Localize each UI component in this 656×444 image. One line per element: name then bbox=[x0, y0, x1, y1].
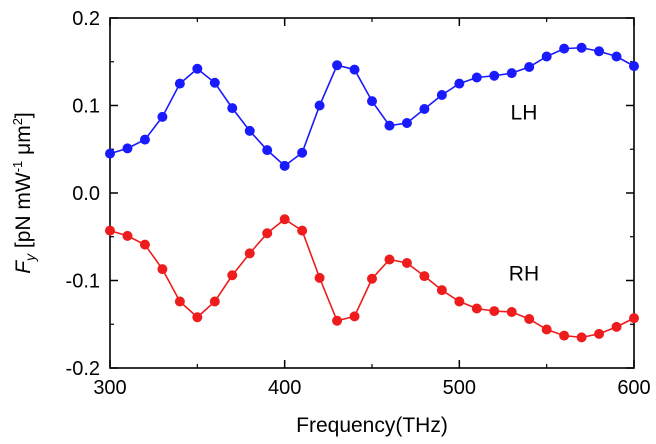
y-axis-exp2: 2 bbox=[10, 118, 25, 125]
data-point-lh bbox=[297, 147, 308, 158]
y-tick-label: 0.0 bbox=[72, 183, 100, 205]
x-axis-title: Frequency(THz) bbox=[296, 414, 448, 437]
x-tick-label-400: 400 bbox=[268, 377, 301, 399]
data-point-lh bbox=[506, 68, 517, 79]
data-point-lh bbox=[262, 145, 273, 156]
data-point-lh bbox=[419, 104, 430, 114]
data-point-rh bbox=[506, 307, 517, 317]
data-point-lh bbox=[314, 100, 325, 111]
data-point-rh bbox=[611, 321, 622, 332]
data-point-lh bbox=[367, 96, 377, 107]
data-point-rh bbox=[279, 214, 290, 225]
data-point-rh bbox=[419, 271, 430, 282]
data-point-lh bbox=[174, 78, 185, 89]
data-point-rh bbox=[384, 254, 395, 265]
tick-labels: 300 400 500 600 0.2 0.1 0.0 -0.1 -0.2 bbox=[66, 8, 651, 399]
y-tick-label: 0.1 bbox=[72, 96, 100, 118]
data-point-rh bbox=[594, 328, 605, 339]
y-axis-subscript: y bbox=[22, 253, 38, 262]
y-tick-label: -0.1 bbox=[66, 271, 100, 293]
data-point-lh bbox=[209, 77, 220, 88]
data-point-rh bbox=[489, 306, 500, 317]
series-lh: LH bbox=[105, 42, 639, 171]
data-point-lh bbox=[244, 125, 255, 136]
data-point-lh bbox=[436, 90, 447, 100]
series-label-rh: RH bbox=[509, 263, 539, 286]
data-point-rh bbox=[436, 285, 447, 296]
data-point-lh bbox=[384, 120, 395, 131]
y-axis-units-suffix: ] bbox=[12, 112, 35, 118]
x-tick-label-500: 500 bbox=[443, 377, 476, 399]
y-axis-symbol: F bbox=[12, 260, 35, 274]
data-point-lh bbox=[489, 70, 500, 81]
data-point-rh bbox=[192, 312, 203, 323]
y-axis-units-prefix: [pN mW bbox=[12, 172, 35, 254]
series-layer: LH RH bbox=[105, 42, 639, 343]
data-point-rh bbox=[105, 225, 115, 236]
data-point-lh bbox=[227, 103, 238, 114]
data-point-rh bbox=[524, 314, 535, 324]
data-point-rh bbox=[297, 225, 308, 236]
y-axis-exp1: -1 bbox=[10, 161, 25, 173]
data-point-lh bbox=[401, 118, 412, 128]
data-point-rh bbox=[629, 313, 639, 324]
data-point-lh bbox=[471, 72, 482, 83]
series-line-lh bbox=[109, 46, 635, 167]
data-point-rh bbox=[174, 296, 185, 307]
data-point-lh bbox=[629, 61, 639, 72]
series-rh: RH bbox=[105, 214, 639, 343]
data-point-lh bbox=[139, 134, 150, 145]
data-point-rh bbox=[401, 258, 412, 268]
data-point-rh bbox=[559, 330, 570, 341]
data-point-lh bbox=[332, 60, 343, 71]
data-point-rh bbox=[139, 239, 150, 250]
data-point-lh bbox=[192, 63, 203, 74]
x-tick-label-600: 600 bbox=[617, 377, 650, 399]
y-axis-units-mid: μm bbox=[12, 125, 35, 160]
x-tick-label-300: 300 bbox=[93, 377, 126, 399]
data-point-rh bbox=[367, 273, 377, 284]
data-point-lh bbox=[157, 111, 168, 122]
data-point-lh bbox=[349, 64, 360, 75]
data-point-rh bbox=[262, 228, 273, 239]
data-point-rh bbox=[576, 332, 587, 343]
axis-ticks bbox=[109, 17, 635, 369]
y-axis-title: Fy [pN mW-1 μm2] bbox=[10, 112, 38, 274]
data-point-rh bbox=[244, 248, 255, 259]
data-point-rh bbox=[454, 296, 465, 307]
series-label-lh: LH bbox=[511, 102, 538, 125]
data-point-lh bbox=[611, 51, 622, 62]
y-tick-label: -0.2 bbox=[66, 358, 100, 380]
data-point-lh bbox=[279, 160, 290, 171]
plot-frame bbox=[109, 17, 635, 369]
data-point-lh bbox=[122, 143, 133, 154]
data-point-lh bbox=[524, 62, 535, 72]
data-point-lh bbox=[541, 51, 552, 62]
data-point-rh bbox=[541, 324, 552, 335]
data-point-lh bbox=[105, 148, 115, 159]
data-point-rh bbox=[314, 272, 325, 283]
data-point-rh bbox=[471, 303, 482, 314]
data-point-rh bbox=[209, 296, 220, 307]
y-tick-label: 0.2 bbox=[72, 8, 100, 30]
data-point-lh bbox=[559, 43, 570, 54]
data-point-rh bbox=[227, 270, 238, 281]
data-point-lh bbox=[454, 78, 465, 89]
data-point-rh bbox=[157, 264, 168, 275]
data-point-rh bbox=[349, 311, 360, 322]
data-point-lh bbox=[576, 42, 587, 53]
data-point-lh bbox=[594, 46, 605, 57]
data-point-rh bbox=[122, 230, 133, 241]
data-point-rh bbox=[332, 315, 343, 326]
